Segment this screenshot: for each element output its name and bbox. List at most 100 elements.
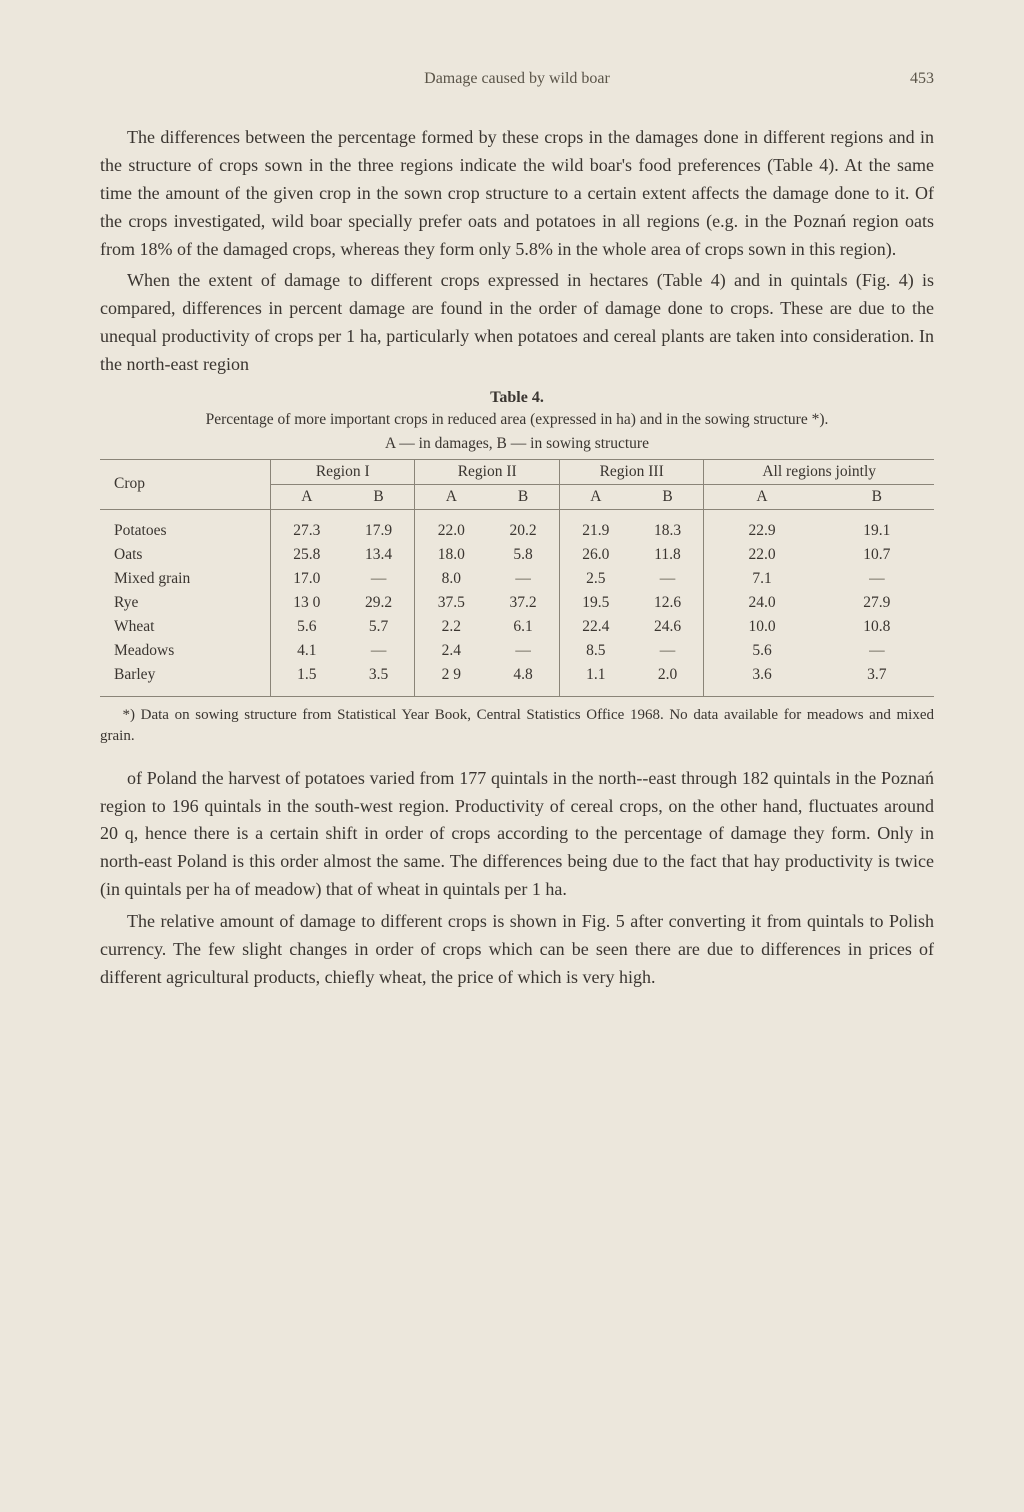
cell-value: 5.7 [343, 615, 415, 639]
cell-value: 19.1 [820, 509, 934, 543]
cell-value: — [632, 639, 704, 663]
cell-value: — [487, 639, 559, 663]
cell-value: 5.6 [704, 639, 820, 663]
subcol-a: A [415, 484, 487, 509]
cell-value: — [343, 639, 415, 663]
cell-value: 10.7 [820, 543, 934, 567]
cell-value: 22.0 [415, 509, 487, 543]
subcol-a: A [704, 484, 820, 509]
col-region-1: Region I [271, 459, 415, 484]
cell-value: — [820, 567, 934, 591]
page: Damage caused by wild boar 453 The diffe… [0, 0, 1024, 1512]
cell-value: 37.2 [487, 591, 559, 615]
subcol-a: A [559, 484, 631, 509]
cell-value: 3.6 [704, 663, 820, 697]
cell-value: 10.8 [820, 615, 934, 639]
cell-value: 13.4 [343, 543, 415, 567]
cell-value: 10.0 [704, 615, 820, 639]
col-region-3: Region III [559, 459, 703, 484]
body-paragraph-4: The relative amount of damage to differe… [100, 908, 934, 992]
cell-value: 37.5 [415, 591, 487, 615]
cell-value: 3.5 [343, 663, 415, 697]
cell-value: 18.0 [415, 543, 487, 567]
table-subcaption: A — in damages, B — in sowing structure [100, 435, 934, 453]
subcol-b: B [487, 484, 559, 509]
cell-value: 5.8 [487, 543, 559, 567]
cell-value: — [487, 567, 559, 591]
cell-value: 8.0 [415, 567, 487, 591]
cell-value: 21.9 [559, 509, 631, 543]
cell-value: 22.9 [704, 509, 820, 543]
cell-value: 13 0 [271, 591, 343, 615]
cell-value: 12.6 [632, 591, 704, 615]
table-row: Meadows4.1—2.4—8.5—5.6— [100, 639, 934, 663]
cell-value: 2.5 [559, 567, 631, 591]
cell-value: 26.0 [559, 543, 631, 567]
subcol-a: A [271, 484, 343, 509]
cell-value: 29.2 [343, 591, 415, 615]
col-region-all: All regions jointly [704, 459, 934, 484]
cell-value: — [820, 639, 934, 663]
table-head: Crop Region I Region II Region III All r… [100, 459, 934, 509]
cell-crop-name: Oats [100, 543, 271, 567]
cell-value: 22.4 [559, 615, 631, 639]
table-row: Wheat5.65.72.26.122.424.610.010.8 [100, 615, 934, 639]
cell-value: 17.0 [271, 567, 343, 591]
cell-value: 27.3 [271, 509, 343, 543]
table-row: Potatoes27.317.922.020.221.918.322.919.1 [100, 509, 934, 543]
running-header-row: Damage caused by wild boar 453 [100, 70, 934, 88]
cell-value: 7.1 [704, 567, 820, 591]
table-label: Table 4. [100, 389, 934, 407]
running-head: Damage caused by wild boar [150, 70, 884, 88]
body-paragraph-1: The differences between the percentage f… [100, 124, 934, 263]
table-footnote: *) Data on sowing structure from Statist… [100, 705, 934, 747]
cell-value: 6.1 [487, 615, 559, 639]
cell-value: 24.0 [704, 591, 820, 615]
table-body: Potatoes27.317.922.020.221.918.322.919.1… [100, 509, 934, 696]
cell-value: 20.2 [487, 509, 559, 543]
cell-value: 24.6 [632, 615, 704, 639]
cell-value: 3.7 [820, 663, 934, 697]
cell-value: 27.9 [820, 591, 934, 615]
col-crop: Crop [100, 459, 271, 509]
cell-value: 2.2 [415, 615, 487, 639]
table-row: Rye13 029.237.537.219.512.624.027.9 [100, 591, 934, 615]
cell-value: 22.0 [704, 543, 820, 567]
table-row: Mixed grain17.0—8.0—2.5—7.1— [100, 567, 934, 591]
table-row: Oats25.813.418.05.826.011.822.010.7 [100, 543, 934, 567]
body-paragraph-3: of Poland the harvest of potatoes varied… [100, 765, 934, 904]
cell-value: 5.6 [271, 615, 343, 639]
cell-value: 25.8 [271, 543, 343, 567]
cell-value: — [343, 567, 415, 591]
header-spacer [100, 70, 150, 88]
subcol-b: B [632, 484, 704, 509]
cell-crop-name: Meadows [100, 639, 271, 663]
data-table: Crop Region I Region II Region III All r… [100, 459, 934, 697]
subcol-b: B [343, 484, 415, 509]
cell-crop-name: Mixed grain [100, 567, 271, 591]
page-number: 453 [884, 70, 934, 88]
cell-crop-name: Potatoes [100, 509, 271, 543]
body-paragraph-2: When the extent of damage to different c… [100, 267, 934, 379]
table-header-row-1: Crop Region I Region II Region III All r… [100, 459, 934, 484]
cell-value: 1.5 [271, 663, 343, 697]
cell-crop-name: Wheat [100, 615, 271, 639]
cell-value: 2.0 [632, 663, 704, 697]
cell-value: 2 9 [415, 663, 487, 697]
cell-value: 2.4 [415, 639, 487, 663]
cell-value: 18.3 [632, 509, 704, 543]
table-caption: Percentage of more important crops in re… [110, 409, 924, 431]
cell-crop-name: Rye [100, 591, 271, 615]
subcol-b: B [820, 484, 934, 509]
cell-value: 11.8 [632, 543, 704, 567]
cell-value: 1.1 [559, 663, 631, 697]
col-region-2: Region II [415, 459, 559, 484]
cell-value: 4.1 [271, 639, 343, 663]
cell-value: 17.9 [343, 509, 415, 543]
table-row: Barley1.53.52 94.81.12.03.63.7 [100, 663, 934, 697]
cell-crop-name: Barley [100, 663, 271, 697]
cell-value: 8.5 [559, 639, 631, 663]
cell-value: 4.8 [487, 663, 559, 697]
cell-value: 19.5 [559, 591, 631, 615]
cell-value: — [632, 567, 704, 591]
